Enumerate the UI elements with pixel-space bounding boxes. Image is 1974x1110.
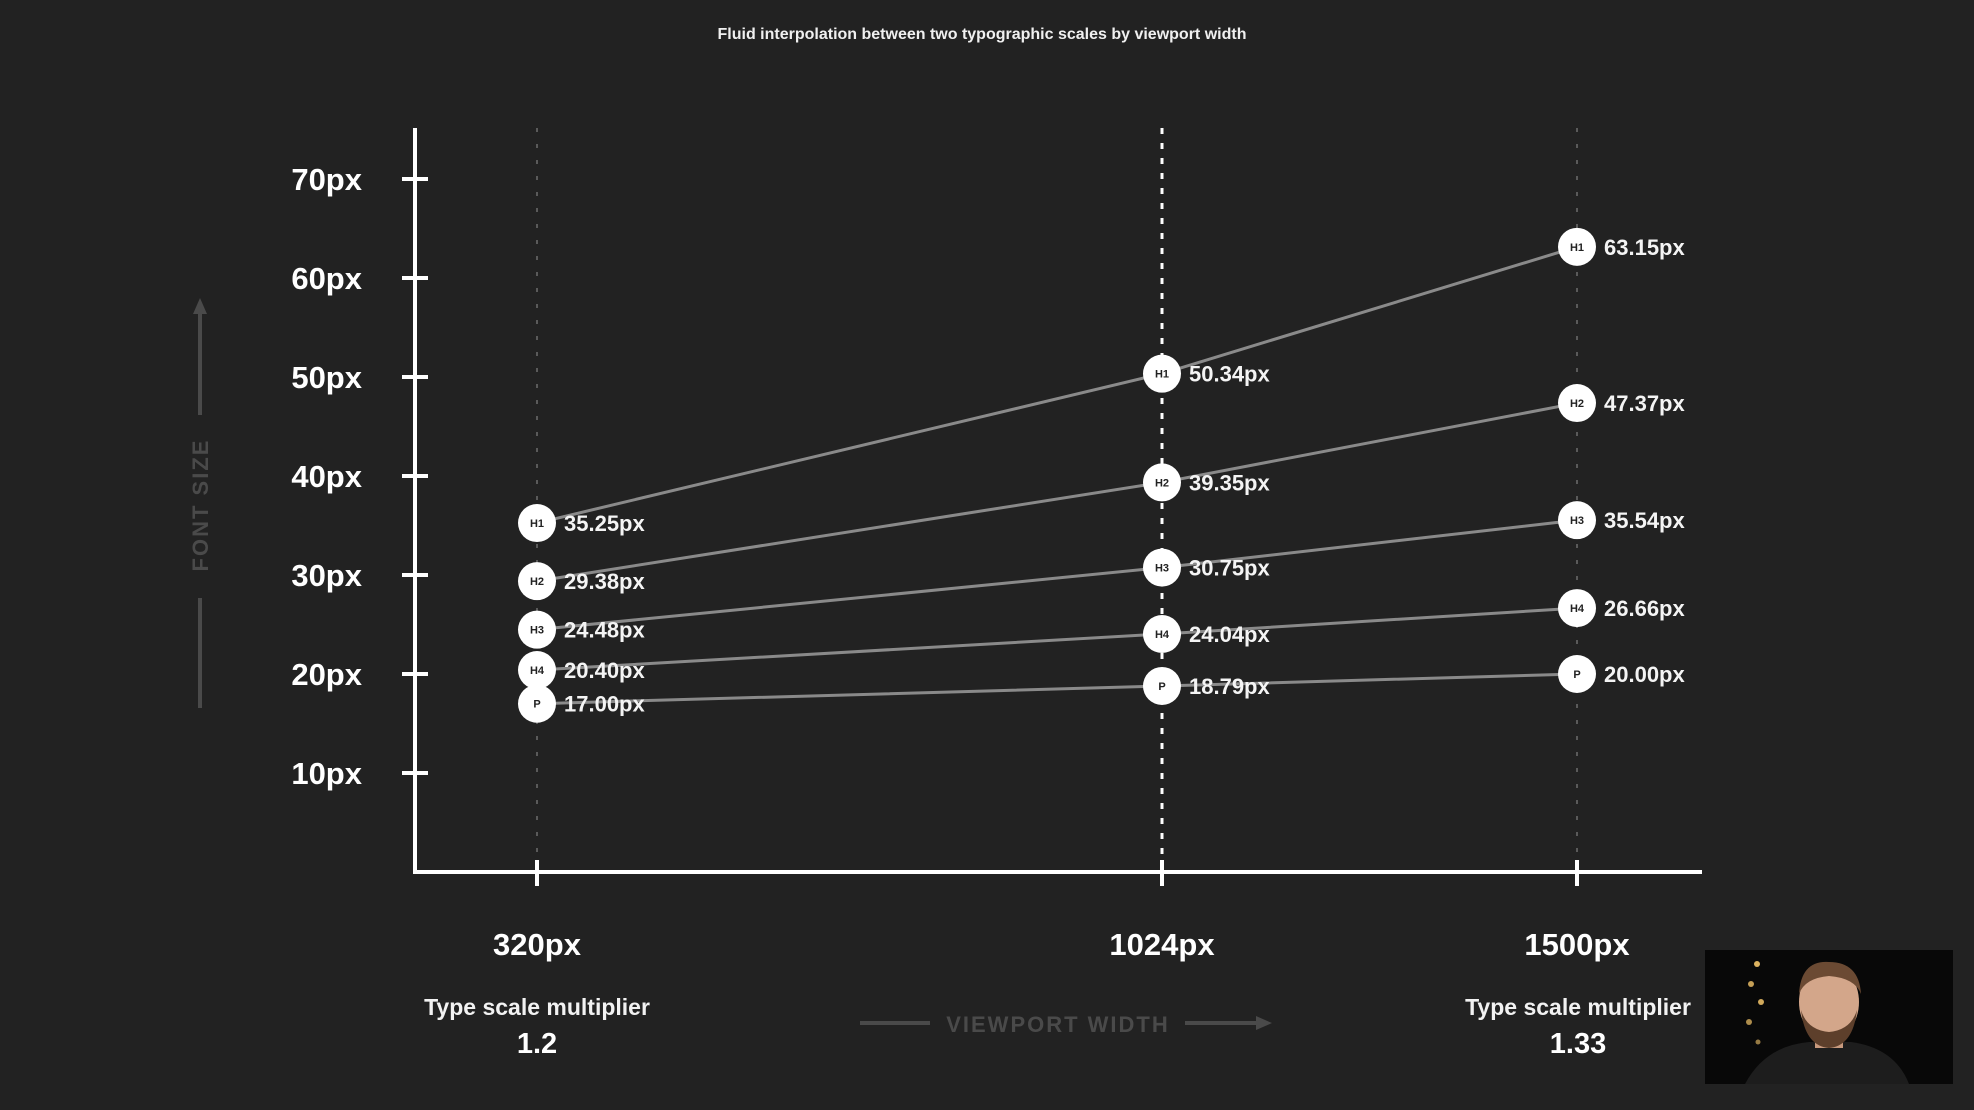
data-point-marker bbox=[1558, 501, 1596, 540]
x-ticks: 320px 1024px 1500px bbox=[493, 860, 1630, 962]
data-point-series-name: H2 bbox=[1155, 477, 1169, 489]
data-point-marker bbox=[518, 684, 556, 723]
x-axis-title-group: VIEWPORT WIDTH bbox=[860, 1012, 1272, 1037]
data-point-p: P 20.00px bbox=[1558, 655, 1685, 693]
data-point-h4: H4 26.66px bbox=[1558, 589, 1685, 628]
data-point-h3: H3 35.54px bbox=[1558, 501, 1685, 540]
data-point-series-name: H4 bbox=[1155, 629, 1170, 641]
left-multiplier-caption: Type scale multiplier bbox=[424, 994, 650, 1020]
data-point-label: 20.00px bbox=[1604, 662, 1685, 687]
axes bbox=[413, 128, 1702, 874]
data-point-series-name: H2 bbox=[1570, 398, 1584, 410]
data-point-series-name: H1 bbox=[1155, 369, 1169, 381]
data-point-marker bbox=[1143, 615, 1181, 654]
y-tick-label: 70px bbox=[291, 162, 362, 197]
x-tick-label: 1500px bbox=[1524, 927, 1630, 962]
y-tick-label: 20px bbox=[291, 657, 362, 692]
data-point-label: 63.15px bbox=[1604, 235, 1685, 260]
y-tick-label: 30px bbox=[291, 558, 362, 593]
data-point-label: 18.79px bbox=[1189, 674, 1270, 699]
x-tick-label: 320px bbox=[493, 927, 582, 962]
data-point-p: P 17.00px bbox=[518, 684, 645, 723]
data-point-series-name: H1 bbox=[530, 518, 544, 530]
series-line-h1 bbox=[536, 245, 1578, 525]
data-point-series-name: H4 bbox=[1570, 603, 1585, 615]
data-point-marker bbox=[1558, 589, 1596, 628]
data-point-marker bbox=[1143, 354, 1181, 393]
data-point-h2: H2 29.38px bbox=[518, 562, 645, 601]
y-axis-arrow-head bbox=[193, 298, 207, 314]
data-point-label: 24.04px bbox=[1189, 622, 1270, 647]
data-point-label: 35.25px bbox=[564, 511, 645, 536]
series-line-h2 bbox=[536, 401, 1578, 583]
data-point-marker bbox=[1143, 666, 1181, 705]
data-point-series-name: H3 bbox=[1570, 515, 1584, 527]
data-point-h4: H4 20.40px bbox=[518, 651, 645, 690]
series-line-h3 bbox=[536, 518, 1578, 632]
data-point-label: 50.34px bbox=[1189, 362, 1270, 387]
data-point-series-name: H3 bbox=[1155, 563, 1169, 575]
data-point-h3: H3 24.48px bbox=[518, 610, 645, 649]
data-point-series-name: H1 bbox=[1570, 242, 1584, 254]
data-point-series-name: P bbox=[533, 699, 540, 711]
data-point-h1: H1 50.34px bbox=[1143, 354, 1270, 393]
data-point-marker bbox=[518, 562, 556, 601]
data-point-label: 20.40px bbox=[564, 658, 645, 683]
series-line-h4 bbox=[536, 606, 1578, 672]
data-point-marker bbox=[1143, 548, 1181, 587]
data-point-h1: H1 35.25px bbox=[518, 504, 645, 543]
data-point-marker bbox=[1143, 463, 1181, 502]
data-point-series-name: H4 bbox=[530, 665, 545, 677]
data-point-marker bbox=[1558, 227, 1596, 266]
series-line-p bbox=[536, 672, 1578, 706]
y-tick-label: 40px bbox=[291, 459, 362, 494]
data-point-label: 39.35px bbox=[1189, 470, 1270, 495]
presenter-webcam bbox=[1705, 950, 1953, 1084]
x-tick-label: 1024px bbox=[1109, 927, 1215, 962]
data-point-label: 35.54px bbox=[1604, 508, 1685, 533]
viewport-guides bbox=[536, 128, 1578, 870]
data-point-label: 26.66px bbox=[1604, 596, 1685, 621]
y-tick-label: 10px bbox=[291, 756, 362, 791]
data-point-series-name: H3 bbox=[530, 625, 544, 637]
data-point-series-name: P bbox=[1158, 681, 1165, 693]
y-tick-label: 50px bbox=[291, 360, 362, 395]
y-ticks: 10px 20px 30px 40px 50px 60px 70px bbox=[291, 162, 428, 791]
x-axis-arrow-head bbox=[1256, 1016, 1272, 1030]
series-lines bbox=[536, 245, 1578, 706]
data-point-p: P 18.79px bbox=[1143, 666, 1270, 705]
y-axis-title: FONT SIZE bbox=[188, 439, 213, 572]
data-point-label: 29.38px bbox=[564, 569, 645, 594]
data-point-h4: H4 24.04px bbox=[1143, 615, 1270, 654]
x-axis-title: VIEWPORT WIDTH bbox=[946, 1012, 1170, 1037]
data-point-marker bbox=[518, 504, 556, 543]
data-point-series-name: H2 bbox=[530, 576, 544, 588]
y-tick-label: 60px bbox=[291, 261, 362, 296]
data-points: H1 35.25px H1 50.34px H1 63.15px H2 29.38px H2 39… bbox=[518, 227, 1685, 723]
data-point-marker bbox=[518, 651, 556, 690]
right-multiplier-value: 1.33 bbox=[1550, 1028, 1606, 1060]
data-point-h2: H2 39.35px bbox=[1143, 463, 1270, 502]
data-point-series-name: P bbox=[1573, 669, 1580, 681]
left-multiplier-value: 1.2 bbox=[517, 1028, 557, 1060]
y-axis-title-group: FONT SIZE bbox=[188, 298, 213, 708]
presenter-figure bbox=[1705, 950, 1953, 1084]
data-point-label: 17.00px bbox=[564, 692, 645, 717]
right-multiplier-caption: Type scale multiplier bbox=[1465, 994, 1691, 1020]
data-point-marker bbox=[1558, 384, 1596, 423]
data-point-h2: H2 47.37px bbox=[1558, 384, 1685, 423]
data-point-label: 30.75px bbox=[1189, 556, 1270, 581]
data-point-marker bbox=[1558, 655, 1596, 693]
data-point-label: 24.48px bbox=[564, 618, 645, 643]
data-point-h3: H3 30.75px bbox=[1143, 548, 1270, 587]
data-point-marker bbox=[518, 610, 556, 649]
data-point-label: 47.37px bbox=[1604, 391, 1685, 416]
data-point-h1: H1 63.15px bbox=[1558, 227, 1685, 266]
chart-title: Fluid interpolation between two typograp… bbox=[718, 26, 1247, 43]
